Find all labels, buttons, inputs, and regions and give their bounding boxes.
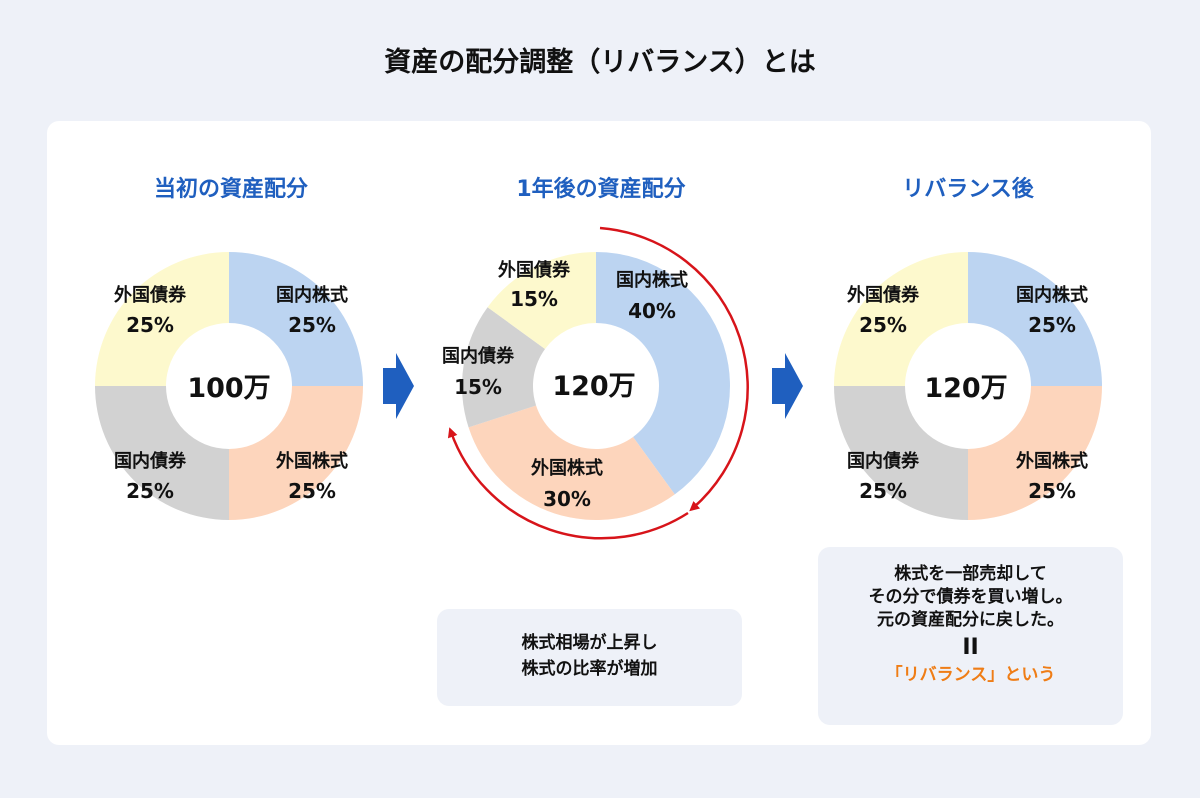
segment-domestic-bond: [462, 307, 546, 428]
flow-arrow-icon: [772, 353, 803, 419]
segment-foreign-stock: [468, 405, 675, 520]
segment-pct-domestic-bond: 25%: [859, 479, 907, 503]
segment-label-foreign-stock: 外国株式: [276, 450, 348, 472]
segment-pct-domestic-bond: 25%: [126, 479, 174, 503]
note-market-rise: 株式相場が上昇し 株式の比率が増加: [437, 609, 742, 706]
segment-pct-domestic-stock: 40%: [628, 299, 676, 323]
donut-initial: [95, 252, 363, 520]
segment-domestic-stock: [596, 252, 730, 495]
segment-foreign-stock: [229, 386, 363, 520]
segment-pct-domestic-stock: 25%: [1028, 313, 1076, 337]
rotation-arrow-buy-icon: [447, 427, 689, 540]
segment-label-domestic-bond: 国内債券: [114, 450, 187, 472]
segment-domestic-bond: [834, 386, 968, 520]
segment-label-domestic-bond: 国内債券: [847, 450, 920, 472]
flow-arrow-icon: [383, 353, 414, 419]
segment-pct-foreign-stock: 25%: [288, 479, 336, 503]
segment-pct-domestic-stock: 25%: [288, 313, 336, 337]
center-total-one-year: 120万: [552, 371, 635, 402]
heading-initial-allocation: 当初の資産配分: [153, 177, 308, 202]
segment-pct-foreign-bond: 25%: [126, 313, 174, 337]
note-line: 株式を一部売却して: [894, 564, 1047, 584]
rotation-arrow-sell-icon: [599, 226, 749, 512]
donut-after-rebalance: [834, 252, 1102, 520]
segment-label-foreign-stock: 外国株式: [1016, 450, 1088, 472]
segment-domestic-stock: [968, 252, 1102, 386]
note-line: その分で債券を買い増し。: [868, 587, 1073, 607]
note-line: 株式相場が上昇し: [521, 633, 658, 653]
page-title: 資産の配分調整（リバランス）とは: [384, 47, 816, 78]
note-rebalance-explanation: 株式を一部売却して その分で債券を買い増し。 元の資産配分に戻した。 II 「リ…: [818, 547, 1123, 725]
note-line: 株式の比率が増加: [521, 659, 658, 679]
segment-domestic-stock: [229, 252, 363, 386]
segment-pct-foreign-bond: 25%: [859, 313, 907, 337]
segment-label-foreign-stock: 外国株式: [531, 457, 603, 479]
segment-foreign-bond: [834, 252, 968, 386]
segment-foreign-bond: [95, 252, 229, 386]
segment-label-foreign-bond: 外国債券: [847, 284, 920, 306]
heading-after-rebalance: リバランス後: [902, 177, 1034, 202]
center-total-after: 120万: [924, 373, 1007, 404]
segment-pct-foreign-bond: 15%: [510, 287, 558, 311]
heading-one-year-later: 1年後の資産配分: [516, 177, 686, 202]
rebalance-callout: 「リバランス」という: [885, 665, 1056, 685]
segment-pct-domestic-bond: 15%: [454, 375, 502, 399]
segment-label-domestic-stock: 国内株式: [1016, 284, 1088, 306]
segment-label-domestic-stock: 国内株式: [616, 269, 688, 291]
segment-label-foreign-bond: 外国債券: [498, 259, 571, 281]
equals-sign: II: [962, 635, 979, 660]
segment-foreign-bond: [487, 252, 596, 349]
segment-foreign-stock: [968, 386, 1102, 520]
segment-label-domestic-bond: 国内債券: [442, 345, 515, 367]
segment-label-foreign-bond: 外国債券: [114, 284, 187, 306]
note-line: 元の資産配分に戻した。: [877, 610, 1064, 630]
segment-domestic-bond: [95, 386, 229, 520]
segment-pct-foreign-stock: 25%: [1028, 479, 1076, 503]
center-total-initial: 100万: [187, 373, 270, 404]
segment-pct-foreign-stock: 30%: [543, 487, 591, 511]
donut-one-year-later: [462, 252, 730, 520]
segment-label-domestic-stock: 国内株式: [276, 284, 348, 306]
